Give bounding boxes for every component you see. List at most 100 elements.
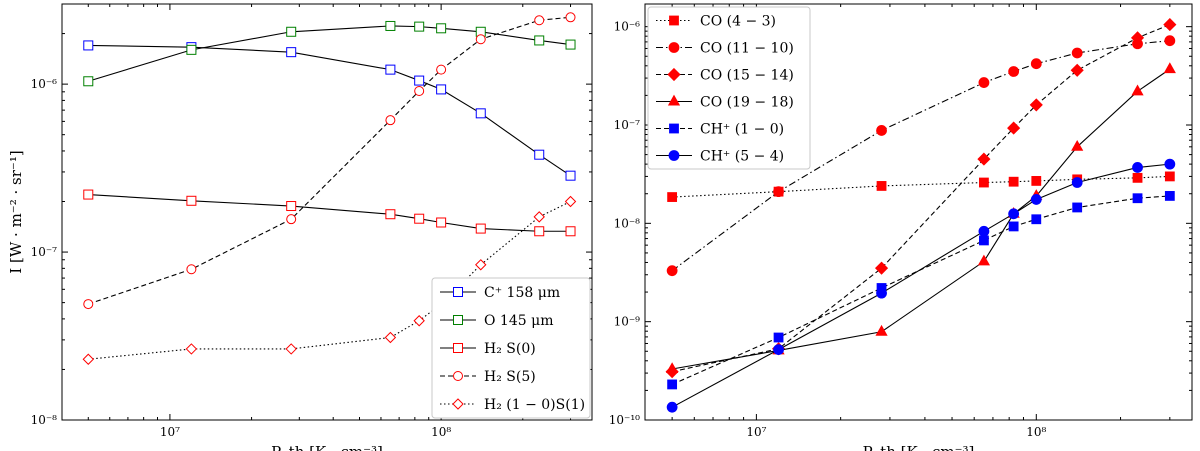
data-point — [666, 265, 678, 277]
series-line-h-s-5 — [88, 16, 571, 305]
legend-label: CO (11 − 10) — [700, 41, 794, 57]
data-point — [385, 209, 396, 220]
legend-label: O 145 μm — [484, 313, 553, 329]
data-point — [1132, 193, 1143, 204]
data-point — [436, 64, 447, 75]
data-point — [1163, 18, 1177, 32]
data-point — [534, 15, 545, 26]
legend-marker — [453, 343, 463, 353]
legend-label: CO (4 − 3) — [700, 14, 776, 30]
data-point — [1008, 221, 1019, 232]
x-axis-title: P_th [K · cm⁻³] — [271, 443, 383, 451]
y-tick-label: 10⁻⁸ — [31, 413, 58, 427]
data-point — [1030, 194, 1042, 205]
data-point — [876, 125, 887, 136]
data-point — [978, 225, 990, 237]
legend-marker — [667, 94, 681, 106]
data-point — [533, 211, 545, 223]
legend-label: H₂ (1 − 0)S(1) — [484, 397, 585, 413]
data-point — [1030, 58, 1042, 70]
y-tick-label: 10⁻⁹ — [614, 315, 641, 329]
data-point — [1007, 121, 1021, 135]
series-line-ch-5-4 — [671, 163, 1170, 408]
data-point — [286, 26, 297, 37]
data-point — [534, 149, 545, 160]
data-point — [384, 331, 397, 344]
series-ch-1-0 — [667, 191, 1175, 390]
data-point — [186, 44, 197, 55]
data-point — [1071, 177, 1083, 188]
data-point — [977, 254, 991, 266]
data-point — [1031, 176, 1042, 186]
y-axis-title: I [W · m⁻² · sr⁻¹] — [7, 150, 25, 273]
data-point — [1008, 66, 1020, 77]
data-point — [565, 170, 576, 181]
data-point — [667, 379, 678, 390]
data-point — [1071, 139, 1084, 151]
data-point — [534, 226, 545, 237]
legend-label: CO (19 − 18) — [700, 95, 794, 111]
data-point — [436, 84, 447, 95]
data-point — [1072, 202, 1083, 213]
series-line-co-4-3 — [672, 175, 1170, 198]
data-point — [414, 213, 425, 224]
data-point — [565, 39, 576, 50]
legend-marker — [668, 150, 680, 161]
data-point — [876, 181, 887, 191]
series-c-158-m — [83, 40, 576, 181]
data-point — [436, 217, 447, 228]
legend-marker — [667, 67, 681, 82]
data-point — [666, 362, 679, 374]
legend-marker — [453, 315, 463, 325]
x-axis-title: P_th [K · cm⁻³] — [863, 443, 975, 451]
data-point — [667, 192, 678, 202]
legend-box — [647, 6, 811, 170]
data-point — [475, 259, 487, 271]
legend-marker — [453, 287, 463, 297]
data-point — [977, 152, 991, 166]
data-point — [186, 195, 197, 206]
data-point — [876, 287, 887, 299]
legend: C⁺ 158 μm O 145 μm H₂ S(0) H₂ S(5) H₂ (1 − 0… — [431, 277, 591, 419]
legend-box — [431, 277, 591, 419]
data-point — [773, 344, 784, 355]
y-tick-label: 10⁻⁶ — [31, 77, 58, 91]
data-point — [1132, 172, 1143, 183]
data-point — [773, 186, 784, 198]
data-point — [874, 261, 889, 275]
data-point — [875, 324, 888, 336]
series-line-h-s-0 — [88, 194, 571, 232]
x-tick-label: 10⁷ — [746, 425, 766, 439]
data-point — [475, 108, 486, 119]
legend: CO (4 − 3) CO (11 − 10) CO (15 − 14) CO (19… — [647, 6, 811, 170]
plot-frame — [61, 3, 593, 421]
data-point — [436, 23, 447, 34]
series-line-o-145-m — [88, 25, 571, 82]
data-point — [413, 315, 425, 327]
data-point — [82, 353, 94, 365]
y-tick-label: 10⁻⁷ — [31, 245, 58, 259]
x-tick-label: 10⁷ — [160, 425, 180, 439]
data-point — [1131, 84, 1144, 96]
data-point — [978, 77, 990, 88]
data-point — [534, 35, 545, 46]
data-point — [414, 21, 425, 32]
data-point — [286, 201, 297, 212]
series-ch-5-4 — [666, 158, 1176, 413]
legend-marker — [452, 398, 464, 410]
data-point — [1070, 63, 1084, 77]
data-point — [1163, 62, 1176, 74]
data-point — [385, 115, 396, 126]
data-point — [83, 40, 94, 51]
legend-marker — [669, 15, 679, 26]
data-point — [475, 34, 486, 45]
data-point — [979, 235, 989, 246]
legend-label: H₂ S(5) — [484, 369, 536, 385]
data-point — [414, 86, 425, 97]
data-point — [1164, 191, 1175, 201]
data-point — [1031, 214, 1042, 225]
y-tick-label: 10⁻¹⁰ — [609, 413, 640, 427]
legend-label: CO (15 − 14) — [700, 68, 794, 84]
data-point — [979, 177, 989, 188]
